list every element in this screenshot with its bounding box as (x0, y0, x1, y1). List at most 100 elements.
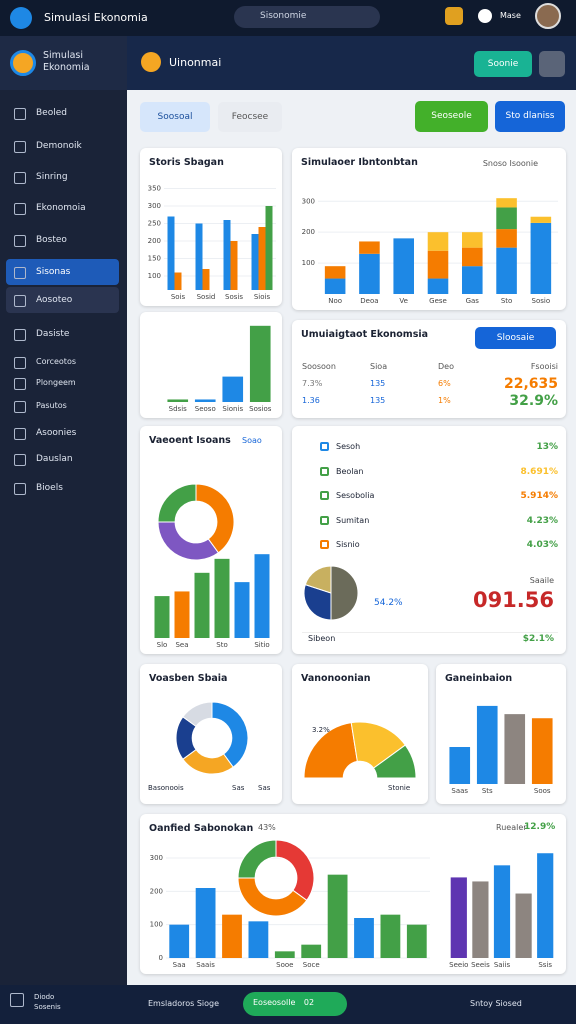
search-box[interactable]: Sisonomie (234, 6, 380, 28)
table-cell: Fsooisi (530, 362, 558, 371)
bar (222, 914, 242, 958)
semi-donut-chart (303, 722, 417, 779)
bar (462, 247, 483, 267)
card: Umuiaigtaot Ekonomsia Sloosaie Soosoon Si… (292, 320, 566, 418)
table-cell: 135 (370, 396, 386, 405)
bar (496, 198, 517, 208)
x-tick-label: Sto (501, 297, 512, 305)
tab-active[interactable]: Soosoal (140, 102, 210, 132)
card-title: Storis Sbagan (149, 157, 224, 168)
bar (393, 238, 414, 294)
slice (237, 839, 277, 879)
nav-item-active[interactable]: Sisonas (6, 259, 119, 285)
row-label: Sisnio (336, 540, 360, 549)
header-title: Uinonmai (169, 56, 222, 69)
bar (427, 278, 449, 294)
bar (195, 223, 203, 290)
bar (265, 206, 273, 290)
bar (324, 278, 346, 294)
row-value: 8.691% (520, 466, 559, 477)
footer-pill[interactable]: Eoseosolle 02 (243, 992, 347, 1016)
row-value: 4.23% (526, 515, 558, 526)
header-button[interactable]: Soonie (474, 51, 532, 77)
big-number: 091.56 (472, 588, 554, 612)
nav-item[interactable]: Beoled (6, 100, 119, 126)
bar (169, 924, 190, 958)
nav-item[interactable]: Dauslan (6, 446, 119, 472)
y-tick-label: 100 (150, 921, 163, 929)
x-tick-label: Sois (171, 293, 186, 301)
footer-icon (10, 993, 24, 1007)
row-icon (320, 491, 329, 500)
bar (248, 921, 269, 958)
bar (194, 399, 216, 402)
avatar[interactable] (535, 3, 561, 29)
x-tick-label: Sosio (532, 297, 551, 305)
nav-item[interactable]: Dasiste (6, 321, 119, 347)
brand-icon (10, 50, 36, 76)
donut-chart (175, 701, 249, 775)
card: Oanfied Sabonokan 43% Ruealer 12.9% 0 100… (140, 814, 566, 974)
x-tick-label: Slo (157, 641, 168, 649)
help-icon[interactable] (478, 9, 492, 23)
x-tick-label: Soos (534, 787, 551, 795)
bar (496, 207, 517, 230)
action-button[interactable]: Seoseole (415, 101, 488, 132)
footer-text: Sntoy Siosed (470, 999, 522, 1008)
notification-icon[interactable] (445, 7, 463, 25)
card-button[interactable]: Sloosaie (475, 327, 556, 349)
row-label: Sesoh (336, 442, 361, 451)
slice (303, 584, 332, 621)
bar (515, 893, 532, 958)
card: Storis Sbagan 100 150 200 250 300 350 Sois Sosi… (140, 148, 282, 306)
x-tick-label: Sionis (222, 405, 243, 413)
bar-chart: Saas Sts Soos (449, 705, 553, 795)
action-button[interactable]: Sto dlaniss (495, 101, 565, 132)
slice (330, 565, 359, 621)
bar (462, 266, 483, 294)
header-icon-button[interactable] (539, 51, 565, 77)
nav-item[interactable]: Corceotos (6, 349, 119, 375)
table-cell: Deo (438, 362, 454, 371)
nav-item[interactable]: Plongeem (6, 370, 119, 396)
row-value: 5.914% (520, 491, 559, 501)
nav-item[interactable]: Aosoteo (6, 287, 119, 313)
header-icon (141, 52, 161, 72)
card: Sesoh 13% Beolan 8.691% Sesobolia 5.914% Sumit… (292, 426, 566, 654)
x-tick-label: Sosis (225, 293, 243, 301)
footer-bar: Diodo Sosenis Emsladoros Sioge Eoseosoll… (0, 985, 576, 1024)
card: Voasben Sbaia Basonoois Sas Sas (140, 664, 282, 804)
x-tick-label: Sdsis (169, 405, 187, 413)
nav-item[interactable]: Pasutos (6, 393, 119, 419)
nav-item[interactable]: Asoonies (6, 420, 119, 446)
top-bar: Simulasi Ekonomia Sisonomie Mase (0, 0, 576, 36)
nav-item[interactable]: Ekonomoia (6, 195, 119, 221)
tab[interactable]: Feocsee (218, 102, 282, 132)
bar (214, 558, 230, 638)
bar (472, 881, 489, 958)
bar (258, 227, 266, 290)
bar (462, 232, 483, 248)
y-tick-label: 150 (148, 255, 161, 263)
bar (380, 914, 401, 958)
y-tick-label: 100 (302, 259, 315, 267)
bar-chart: Sdsis Seoso Sionis Sosios (167, 325, 272, 413)
card: Vaeoent Isoans Soao Slo Sea Sto Sitio (140, 426, 282, 654)
nav-item[interactable]: Demonoik (6, 133, 119, 159)
nav-item[interactable]: Bosteo (6, 227, 119, 253)
nav-item[interactable]: Sinring (6, 164, 119, 190)
card: Vanonoonian 3.2% Stonie (292, 664, 428, 804)
divider (302, 632, 558, 633)
nav-item[interactable]: Bioels (6, 475, 119, 501)
bar (254, 554, 270, 638)
footer-label: Sibeon (308, 634, 336, 643)
pill-label: Eoseosolle (253, 998, 296, 1007)
x-tick-label: Gas (466, 297, 480, 305)
slice (237, 877, 308, 917)
app-logo[interactable] (10, 7, 32, 29)
bar (167, 216, 175, 290)
x-tick-label: Sea (175, 641, 188, 649)
bar (531, 718, 553, 784)
y-tick-label: 300 (302, 197, 315, 205)
user-name[interactable]: Mase (500, 11, 521, 20)
